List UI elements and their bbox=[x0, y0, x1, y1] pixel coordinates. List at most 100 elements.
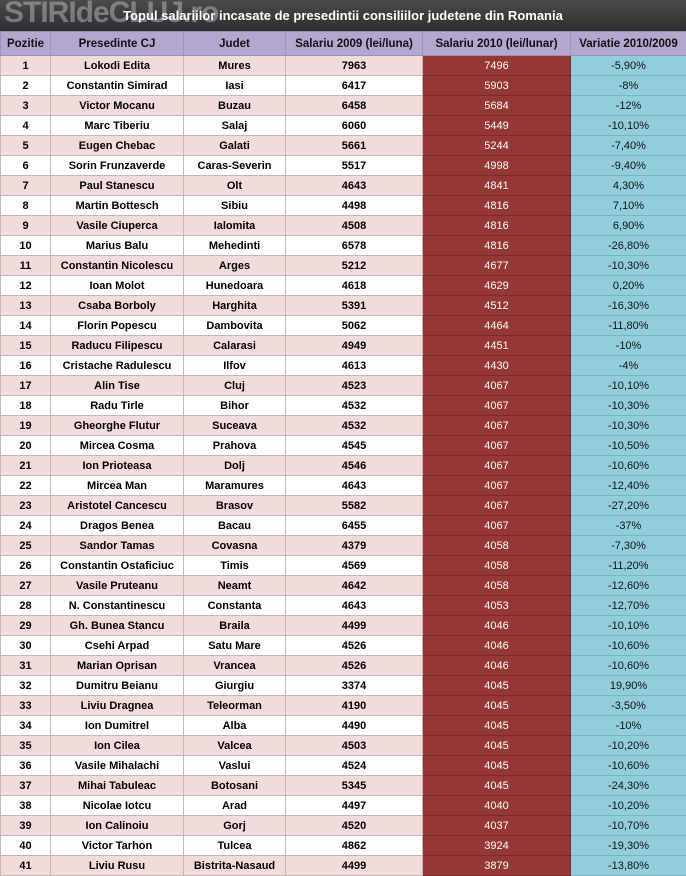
table-cell: 6458 bbox=[286, 96, 423, 116]
table-cell: 16 bbox=[1, 356, 51, 376]
table-cell: 7,10% bbox=[571, 196, 686, 216]
table-cell: 4451 bbox=[423, 336, 571, 356]
table-cell: 5 bbox=[1, 136, 51, 156]
table-cell: Marian Oprisan bbox=[51, 656, 184, 676]
table-cell: 4046 bbox=[423, 616, 571, 636]
table-cell: Ion Dumitrel bbox=[51, 716, 184, 736]
header-cell: Variatie 2010/2009 bbox=[571, 32, 686, 56]
table-cell: 4490 bbox=[286, 716, 423, 736]
table-cell: Constantin Nicolescu bbox=[51, 256, 184, 276]
table-cell: Victor Mocanu bbox=[51, 96, 184, 116]
table-cell: 31 bbox=[1, 656, 51, 676]
table-cell: Cristache Radulescu bbox=[51, 356, 184, 376]
table-cell: Arad bbox=[184, 796, 286, 816]
table-cell: Suceava bbox=[184, 416, 286, 436]
table-cell: Vasile Mihalachi bbox=[51, 756, 184, 776]
table-cell: 4497 bbox=[286, 796, 423, 816]
table-cell: 4058 bbox=[423, 556, 571, 576]
table-cell: 14 bbox=[1, 316, 51, 336]
table-cell: Alin Tise bbox=[51, 376, 184, 396]
title: Topul salariilor incasate de presedintii… bbox=[123, 8, 563, 23]
table-cell: 4037 bbox=[423, 816, 571, 836]
table-cell: Dumitru Beianu bbox=[51, 676, 184, 696]
table-cell: 3924 bbox=[423, 836, 571, 856]
table-cell: Satu Mare bbox=[184, 636, 286, 656]
table-cell: Ion Cilea bbox=[51, 736, 184, 756]
header-cell: Salariu 2009 (lei/luna) bbox=[286, 32, 423, 56]
table-cell: Sibiu bbox=[184, 196, 286, 216]
table-cell: 5661 bbox=[286, 136, 423, 156]
table-cell: -10,50% bbox=[571, 436, 686, 456]
table-cell: 4040 bbox=[423, 796, 571, 816]
table-cell: Sorin Frunzaverde bbox=[51, 156, 184, 176]
table-cell: 6455 bbox=[286, 516, 423, 536]
header-cell: Judet bbox=[184, 32, 286, 56]
table-cell: Vasile Ciuperca bbox=[51, 216, 184, 236]
table-cell: 3 bbox=[1, 96, 51, 116]
table-cell: -10,10% bbox=[571, 116, 686, 136]
table-cell: -10,70% bbox=[571, 816, 686, 836]
table-cell: Florin Popescu bbox=[51, 316, 184, 336]
table-cell: 5903 bbox=[423, 76, 571, 96]
table-cell: Caras-Severin bbox=[184, 156, 286, 176]
table-cell: Prahova bbox=[184, 436, 286, 456]
table-cell: Constantin Simirad bbox=[51, 76, 184, 96]
table-cell: 4046 bbox=[423, 656, 571, 676]
table-cell: Liviu Rusu bbox=[51, 856, 184, 876]
table-cell: Ion Calinoiu bbox=[51, 816, 184, 836]
table-cell: 4816 bbox=[423, 196, 571, 216]
table-cell: 4643 bbox=[286, 596, 423, 616]
table-cell: -10,30% bbox=[571, 416, 686, 436]
table-cell: 4067 bbox=[423, 456, 571, 476]
table-cell: 4045 bbox=[423, 736, 571, 756]
table-cell: Dolj bbox=[184, 456, 286, 476]
table-cell: 4546 bbox=[286, 456, 423, 476]
table-cell: Dragos Benea bbox=[51, 516, 184, 536]
table-cell: -16,30% bbox=[571, 296, 686, 316]
table-cell: -12,70% bbox=[571, 596, 686, 616]
title-bar: STIRIdeCLUJ.ro Topul salariilor incasate… bbox=[0, 0, 686, 31]
table-cell: Braila bbox=[184, 616, 286, 636]
table-cell: -10,60% bbox=[571, 456, 686, 476]
table-cell: 6060 bbox=[286, 116, 423, 136]
table-cell: 4379 bbox=[286, 536, 423, 556]
table-cell: 4067 bbox=[423, 476, 571, 496]
table-cell: Aristotel Cancescu bbox=[51, 496, 184, 516]
table-cell: Vrancea bbox=[184, 656, 286, 676]
table-cell: Bistrita-Nasaud bbox=[184, 856, 286, 876]
table-cell: -11,20% bbox=[571, 556, 686, 576]
table-cell: -9,40% bbox=[571, 156, 686, 176]
table-cell: -10,10% bbox=[571, 616, 686, 636]
table-cell: Mures bbox=[184, 56, 286, 76]
table-cell: 4498 bbox=[286, 196, 423, 216]
table-cell: 4058 bbox=[423, 536, 571, 556]
table-cell: Lokodi Edita bbox=[51, 56, 184, 76]
header-cell: Presedinte CJ bbox=[51, 32, 184, 56]
table-cell: Marc Tiberiu bbox=[51, 116, 184, 136]
table-cell: 4643 bbox=[286, 176, 423, 196]
table-cell: 4503 bbox=[286, 736, 423, 756]
table-cell: 4816 bbox=[423, 216, 571, 236]
table-cell: 6578 bbox=[286, 236, 423, 256]
table-cell: Gorj bbox=[184, 816, 286, 836]
table-cell: -10,20% bbox=[571, 736, 686, 756]
